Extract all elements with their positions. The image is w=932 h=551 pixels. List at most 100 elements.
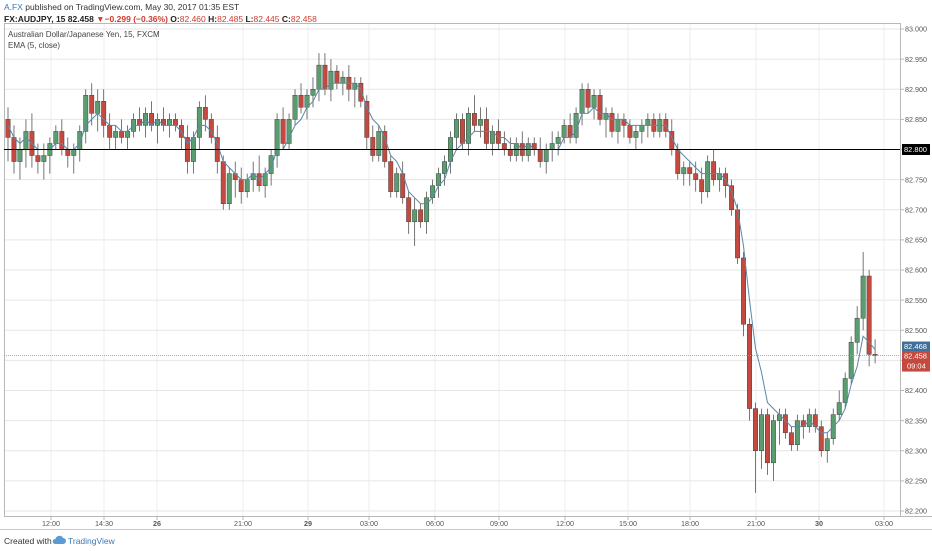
candle-body <box>705 161 711 192</box>
candle-body <box>759 414 764 452</box>
candle-body <box>753 408 758 452</box>
candle-body <box>800 420 806 427</box>
candle-body <box>113 131 119 138</box>
candle <box>436 167 442 198</box>
candle <box>89 83 95 126</box>
candle <box>531 137 537 156</box>
candle <box>35 143 41 174</box>
candle-body <box>585 89 591 108</box>
candle-body <box>358 82 364 102</box>
candle <box>328 59 334 102</box>
tradingview-cloud-icon[interactable] <box>52 534 66 546</box>
candle <box>466 107 471 156</box>
candle-body <box>196 107 202 138</box>
candle <box>95 89 101 132</box>
x-tick-label: 30 <box>815 519 823 528</box>
time-axis[interactable]: 12:00 14:30 26 21:00 29 03:00 06:00 09:00 12:00 1… <box>42 516 893 528</box>
down-arrow-icon: ▼ <box>96 14 105 24</box>
candle <box>454 113 459 150</box>
candle-body <box>770 420 776 464</box>
candle-body <box>83 95 89 132</box>
candle <box>113 125 119 150</box>
candle-body <box>65 149 71 156</box>
candle <box>543 143 549 174</box>
candle <box>286 113 292 150</box>
candle <box>370 125 376 162</box>
candle-body <box>238 179 244 192</box>
candle-body <box>477 119 483 126</box>
candle <box>854 306 860 355</box>
low-value: 82.445 <box>253 14 280 24</box>
low-label: L: <box>245 14 254 24</box>
tradingview-link[interactable]: TradingView <box>68 536 115 546</box>
candle-body <box>782 414 788 433</box>
candle-body <box>340 76 346 84</box>
candle-body <box>280 119 286 144</box>
candle-body <box>639 125 645 132</box>
candle <box>358 77 364 108</box>
candle-body <box>370 137 376 156</box>
horizontal-line-tag <box>902 144 930 155</box>
candle <box>477 107 483 138</box>
candle-body <box>711 161 717 180</box>
open-value: 82.460 <box>179 14 206 24</box>
candle <box>53 125 59 150</box>
candle-body <box>17 149 23 162</box>
candle-body <box>220 161 226 204</box>
candle-body <box>298 95 304 108</box>
candle-body <box>292 95 298 120</box>
candle <box>41 143 47 180</box>
candle <box>782 408 788 439</box>
candle <box>388 155 394 198</box>
candle-body <box>561 125 567 138</box>
candle <box>125 125 131 150</box>
candle <box>501 131 507 156</box>
footer-bar: Created with TradingView <box>0 529 932 551</box>
price-axis[interactable]: 83.000 82.950 82.900 82.850 82.800 82.750 82.7… <box>900 25 927 516</box>
candle <box>765 408 770 475</box>
ema-value-tag <box>902 341 930 352</box>
candle-body <box>836 402 842 415</box>
symbol-label[interactable]: FX:AUDJPY, 15 <box>4 14 66 24</box>
author-link[interactable]: A.FX <box>4 2 23 12</box>
indicator-label[interactable]: EMA (5, close) <box>8 41 60 50</box>
candle <box>256 155 262 192</box>
candle-body <box>244 179 250 192</box>
candle-body <box>172 119 178 126</box>
candle-body <box>699 179 705 192</box>
last-price-tag <box>902 351 930 372</box>
x-tick-label: 14:30 <box>95 519 113 528</box>
candle-body <box>501 143 507 150</box>
symbol-line: FX:AUDJPY, 15 82.458 ▼−0.299 (−0.36%) O:… <box>4 14 317 24</box>
horizontal-line-tag-text: 82.800 <box>904 145 927 154</box>
candle <box>555 131 561 156</box>
candle-body <box>23 131 29 150</box>
candle <box>741 251 746 337</box>
candle-body <box>208 119 214 138</box>
x-tick-label: 06:00 <box>426 519 444 528</box>
candle-body <box>364 101 370 138</box>
candle-body <box>328 70 334 90</box>
candle <box>149 101 154 132</box>
candle-body <box>687 167 693 174</box>
y-tick-label: 82.750 <box>905 175 927 184</box>
ema-value-tag-text: 82.468 <box>904 342 927 351</box>
candle-body <box>418 209 424 223</box>
candle <box>597 89 603 126</box>
candle <box>5 107 11 162</box>
candle <box>687 161 693 186</box>
candle-body <box>53 131 59 144</box>
candle-body <box>406 197 412 223</box>
y-tick-label: 82.200 <box>905 507 927 516</box>
candle <box>848 336 854 385</box>
candle <box>585 83 591 114</box>
candle-body <box>471 113 477 126</box>
bar-countdown: 09:04 <box>907 362 926 371</box>
candle <box>274 113 280 168</box>
candle-body <box>322 64 328 90</box>
publish-line: A.FX published on TradingView.com, May 3… <box>4 2 239 12</box>
candle <box>717 167 723 192</box>
candle <box>483 107 489 150</box>
candle-body <box>35 155 41 162</box>
